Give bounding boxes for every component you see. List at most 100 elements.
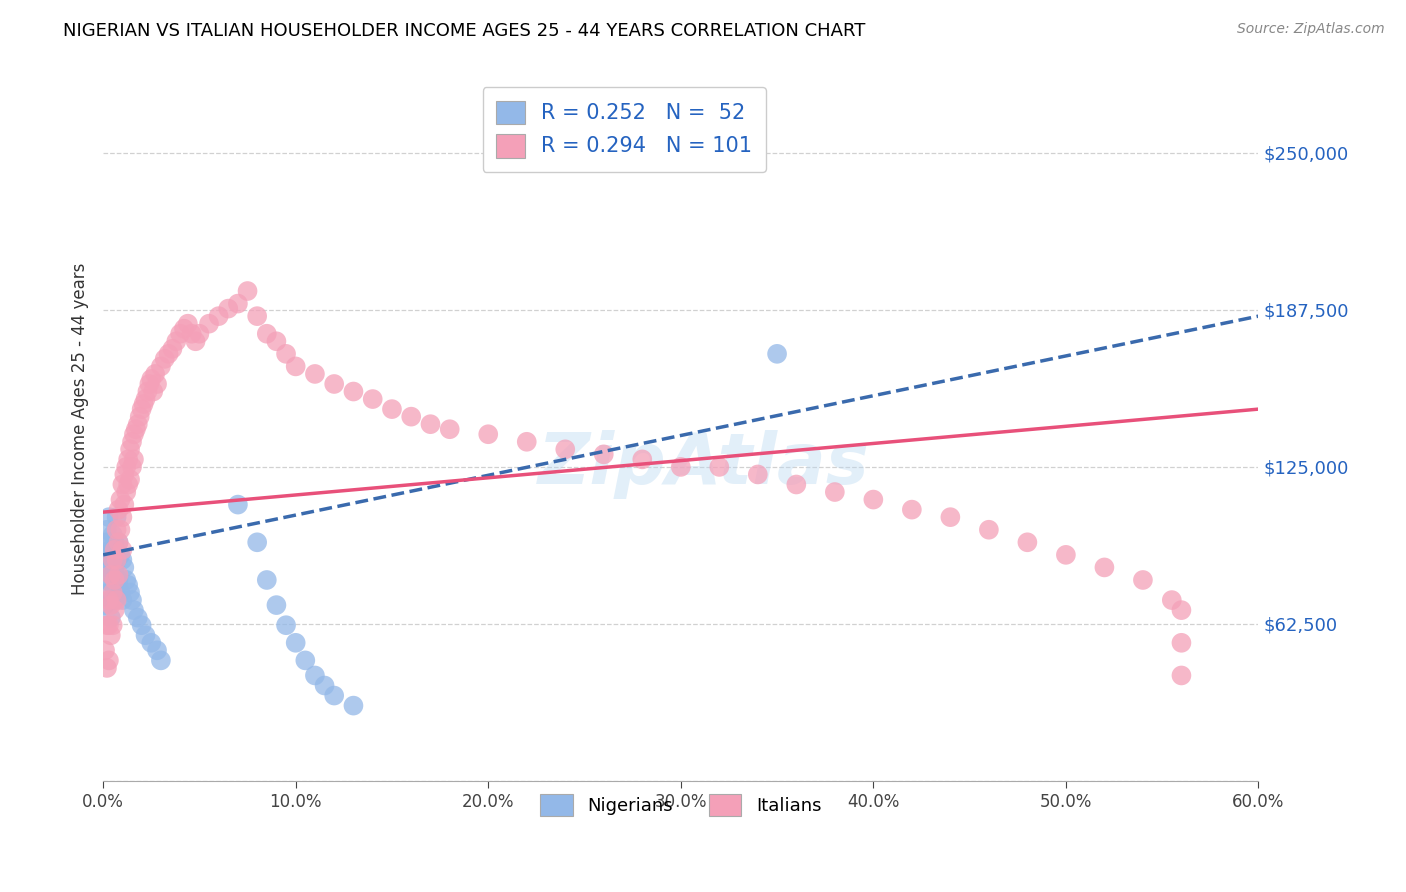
Point — [554, 442, 576, 457]
Point — [901, 502, 924, 516]
Point — [184, 334, 207, 349]
Point — [110, 585, 132, 599]
Point — [439, 422, 461, 436]
Point — [105, 593, 128, 607]
Point — [94, 573, 117, 587]
Text: Source: ZipAtlas.com: Source: ZipAtlas.com — [1237, 22, 1385, 37]
Point — [256, 326, 278, 341]
Point — [104, 593, 127, 607]
Point — [97, 585, 120, 599]
Point — [96, 618, 118, 632]
Point — [97, 593, 120, 607]
Point — [141, 372, 163, 386]
Point — [592, 447, 614, 461]
Point — [217, 301, 239, 316]
Point — [97, 618, 120, 632]
Point — [121, 593, 143, 607]
Point — [111, 477, 134, 491]
Point — [169, 326, 191, 341]
Point — [381, 402, 404, 417]
Point — [105, 553, 128, 567]
Point — [266, 334, 288, 349]
Point — [304, 668, 326, 682]
Point — [111, 593, 134, 607]
Point — [146, 643, 169, 657]
Point — [120, 442, 142, 457]
Point — [824, 485, 846, 500]
Point — [1017, 535, 1039, 549]
Point — [107, 502, 129, 516]
Point — [101, 585, 124, 599]
Point — [284, 359, 307, 374]
Point — [101, 618, 124, 632]
Point — [104, 542, 127, 557]
Point — [111, 542, 134, 557]
Point — [104, 560, 127, 574]
Point — [153, 351, 176, 366]
Point — [131, 618, 153, 632]
Point — [112, 560, 135, 574]
Point — [143, 367, 166, 381]
Point — [127, 417, 149, 432]
Point — [165, 334, 187, 349]
Point — [115, 573, 138, 587]
Point — [128, 409, 150, 424]
Point — [477, 427, 499, 442]
Point — [747, 467, 769, 482]
Point — [121, 434, 143, 449]
Legend: Nigerians, Italians: Nigerians, Italians — [531, 785, 831, 825]
Point — [100, 568, 122, 582]
Point — [111, 553, 134, 567]
Point — [97, 653, 120, 667]
Point — [188, 326, 211, 341]
Point — [115, 485, 138, 500]
Point — [516, 434, 538, 449]
Point — [284, 636, 307, 650]
Point — [101, 553, 124, 567]
Point — [138, 376, 160, 391]
Point — [1170, 603, 1192, 617]
Point — [125, 422, 148, 436]
Point — [94, 598, 117, 612]
Point — [177, 317, 200, 331]
Point — [1054, 548, 1077, 562]
Point — [120, 585, 142, 599]
Point — [766, 347, 789, 361]
Point — [112, 467, 135, 482]
Point — [342, 698, 364, 713]
Point — [419, 417, 441, 432]
Point — [266, 598, 288, 612]
Point — [101, 578, 124, 592]
Point — [131, 402, 153, 417]
Point — [134, 392, 156, 406]
Point — [361, 392, 384, 406]
Point — [1132, 573, 1154, 587]
Point — [115, 459, 138, 474]
Point — [173, 322, 195, 336]
Point — [631, 452, 654, 467]
Point — [709, 459, 731, 474]
Point — [862, 492, 884, 507]
Point — [323, 689, 346, 703]
Point — [105, 510, 128, 524]
Point — [314, 679, 336, 693]
Point — [107, 535, 129, 549]
Point — [162, 342, 184, 356]
Point — [304, 367, 326, 381]
Point — [100, 542, 122, 557]
Point — [142, 384, 165, 399]
Point — [785, 477, 807, 491]
Point — [117, 578, 139, 592]
Point — [96, 523, 118, 537]
Point — [198, 317, 221, 331]
Point — [399, 409, 422, 424]
Point — [226, 498, 249, 512]
Point — [122, 603, 145, 617]
Point — [1094, 560, 1116, 574]
Point — [141, 636, 163, 650]
Point — [107, 535, 129, 549]
Point — [134, 628, 156, 642]
Text: ZipAtlas: ZipAtlas — [538, 430, 870, 499]
Point — [323, 376, 346, 391]
Point — [96, 560, 118, 574]
